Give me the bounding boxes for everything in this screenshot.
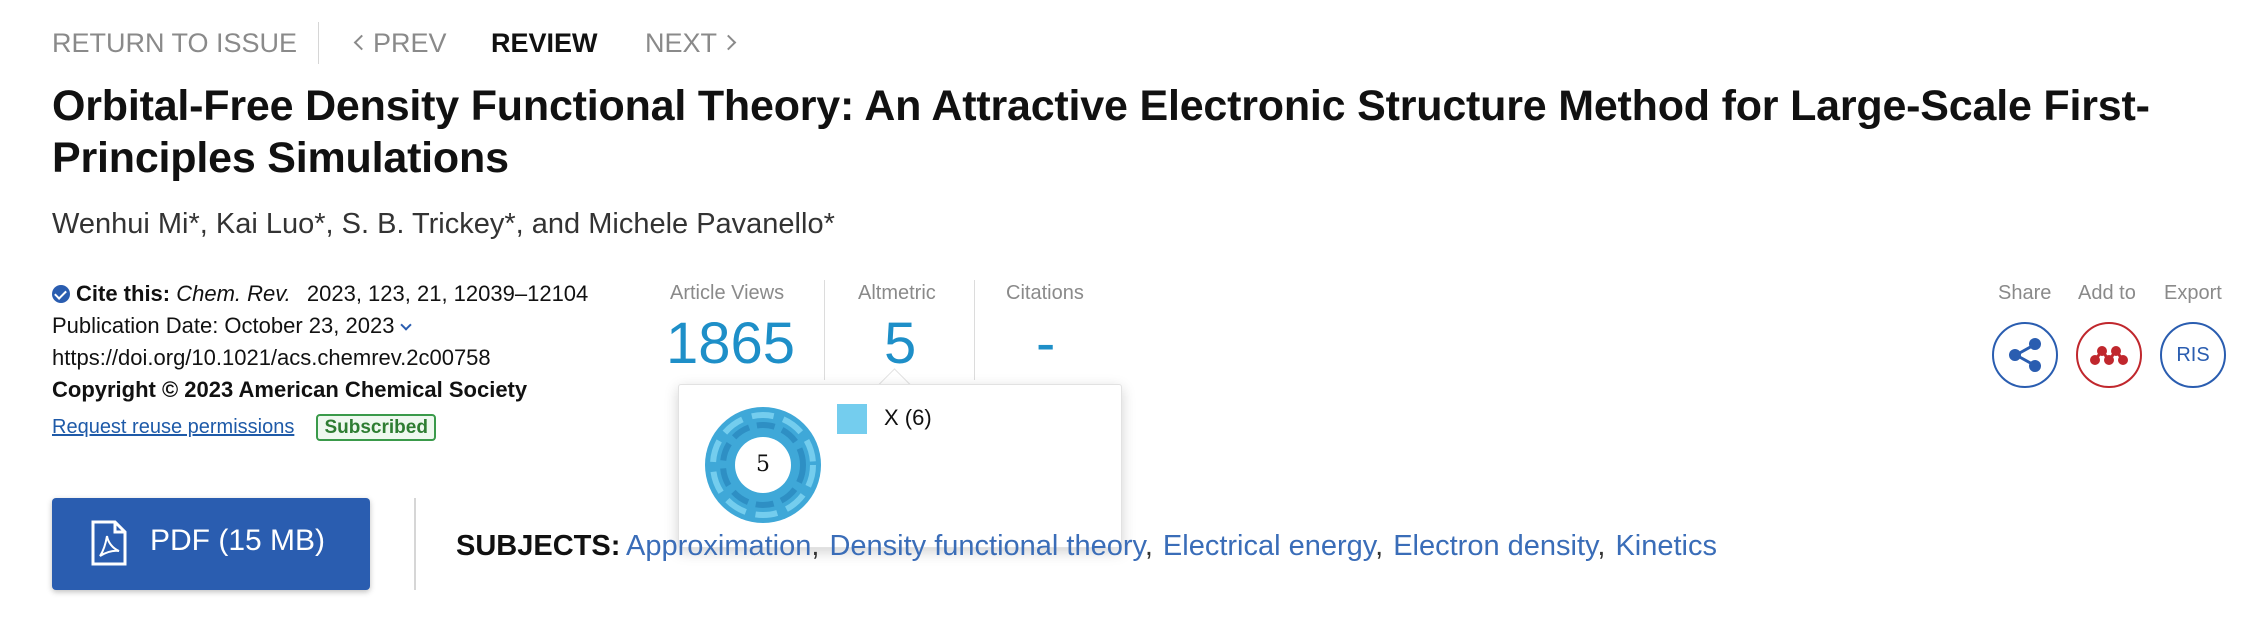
reuse-row: Request reuse permissions Subscribed (52, 410, 436, 444)
cite-label[interactable]: Cite this: (76, 281, 171, 306)
altmetric-popup[interactable]: 5 X (6) (678, 384, 1122, 548)
cite-line: Cite this: Chem. Rev. 2023, 123, 21, 120… (52, 278, 588, 310)
review-label: REVIEW (491, 28, 598, 58)
metrics-divider (974, 280, 975, 380)
journal-name: Chem. Rev. (176, 281, 291, 306)
subject-separator: , (811, 530, 820, 562)
altmetric-score: 5 (756, 452, 770, 477)
share-icon (2009, 338, 2041, 372)
chevron-down-icon (400, 319, 413, 331)
article-title: Orbital-Free Density Functional Theory: … (52, 82, 2150, 182)
subject-separator: , (1375, 530, 1384, 562)
publication-date-text: Publication Date: October 23, 2023 (52, 313, 395, 338)
doi-link[interactable]: https://doi.org/10.1021/acs.chemrev.2c00… (52, 345, 491, 370)
subject-link[interactable]: Density functional theory (829, 530, 1145, 562)
citations-value: - (1036, 311, 1056, 376)
export-ris-button[interactable]: RIS (2160, 322, 2226, 388)
article-views-value: 1865 (666, 311, 796, 376)
pdf-download-button[interactable]: PDF (15 MB) (52, 498, 370, 590)
share-button[interactable] (1992, 322, 2058, 388)
article-authors[interactable]: Wenhui Mi*, Kai Luo*, S. B. Trickey*, an… (52, 208, 835, 240)
pdf-file-icon (91, 520, 127, 566)
metrics-divider (824, 280, 825, 380)
check-circle-icon (52, 285, 70, 303)
add-to-mendeley-button[interactable] (2076, 322, 2142, 388)
chevron-right-icon (720, 34, 737, 51)
subject-separator: , (1597, 530, 1606, 562)
nav-divider (318, 22, 319, 64)
next-link[interactable]: NEXT (645, 26, 737, 60)
subject-separator: , (1144, 530, 1153, 562)
x-source-swatch (837, 404, 867, 434)
publication-date[interactable]: Publication Date: October 23, 2023 (52, 310, 413, 342)
chevron-left-icon (353, 34, 370, 51)
export-label: Export (2164, 282, 2222, 304)
add-to-label: Add to (2078, 282, 2136, 304)
share-label: Share (1998, 282, 2052, 304)
subjects-label: SUBJECTS: (456, 530, 621, 562)
mendeley-icon (2090, 346, 2128, 365)
altmetric-donut-icon (705, 407, 821, 523)
subject-link[interactable]: Approximation (626, 530, 812, 562)
subject-link[interactable]: Electron density (1393, 530, 1598, 562)
subjects-list: Approximation, Density functional theory,… (626, 530, 1717, 563)
copyright-text: Copyright © 2023 American Chemical Socie… (52, 377, 528, 402)
subject-link[interactable]: Kinetics (1615, 530, 1717, 562)
x-source-label: X (6) (884, 405, 932, 430)
prev-label: PREV (373, 28, 447, 58)
pdf-button-label: PDF (15 MB) (150, 524, 326, 557)
altmetric-value[interactable]: 5 (884, 311, 917, 376)
altmetric-label: Altmetric (858, 282, 936, 304)
citation-details: 2023, 123, 21, 12039–12104 (306, 281, 589, 306)
subjects-divider (414, 498, 416, 590)
article-views-label: Article Views (670, 282, 785, 304)
next-label: NEXT (645, 28, 718, 58)
prev-link[interactable]: PREV (353, 26, 447, 60)
subscribed-badge: Subscribed (316, 414, 436, 441)
return-to-issue-link[interactable]: RETURN TO ISSUE (52, 28, 298, 58)
citations-label: Citations (1006, 282, 1084, 304)
subject-link[interactable]: Electrical energy (1162, 530, 1376, 562)
request-reuse-permissions-link[interactable]: Request reuse permissions (52, 416, 295, 438)
